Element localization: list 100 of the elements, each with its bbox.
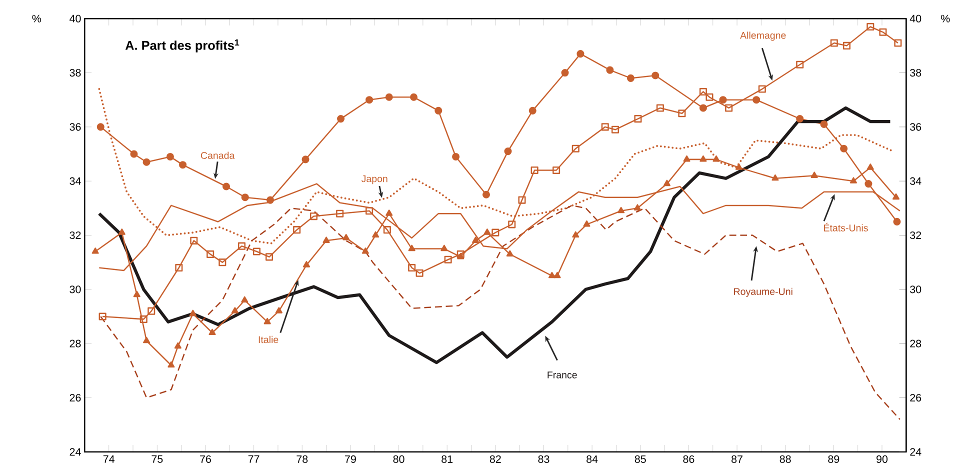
x-tick-label: 84 [586, 456, 598, 464]
point [264, 318, 271, 324]
x-tick-label: 74 [103, 456, 114, 463]
point [98, 312, 106, 320]
point [362, 248, 369, 254]
point [241, 194, 249, 202]
point [472, 236, 480, 244]
point [366, 207, 374, 215]
x-tick-label: 80 [393, 456, 404, 464]
point [293, 226, 301, 234]
point [484, 228, 491, 236]
y2-tick-label: 28 [910, 340, 922, 348]
x-tick-label: 83 [538, 456, 550, 464]
point [735, 164, 742, 170]
point [552, 166, 560, 174]
x-tick-label: 87 [732, 456, 742, 464]
line-series [98, 106, 892, 364]
point [611, 126, 620, 134]
legend-label: France [548, 372, 577, 379]
point [385, 94, 393, 102]
point [302, 156, 310, 164]
point [92, 248, 99, 254]
point [530, 166, 538, 174]
y-tick-label: 34 [70, 178, 81, 186]
y-tick-label: 32 [70, 232, 81, 240]
point [133, 291, 140, 298]
series-label: Italie [258, 336, 278, 344]
point [118, 228, 126, 236]
point [866, 164, 874, 170]
x-tick-label: 81 [442, 456, 453, 464]
x-tick-label: 89 [828, 456, 840, 464]
point [634, 204, 642, 211]
point [840, 145, 848, 153]
point [866, 23, 874, 31]
point [166, 153, 174, 161]
point [310, 212, 318, 220]
point [408, 264, 416, 272]
point [96, 123, 104, 131]
point [322, 236, 330, 244]
point [842, 42, 850, 50]
point [206, 250, 214, 258]
point [208, 329, 216, 336]
text: A. Part des profits$^{1}$ [125, 40, 240, 53]
y2-tick-label: 34 [910, 178, 922, 186]
point [190, 237, 198, 245]
point [189, 310, 196, 316]
point [618, 207, 625, 214]
y-tick-label: 40 [70, 15, 81, 23]
point [142, 158, 150, 166]
point [894, 39, 902, 47]
point [626, 74, 634, 82]
point [408, 245, 416, 252]
point [175, 264, 183, 272]
point [504, 148, 512, 156]
x-tick-label: 76 [200, 456, 211, 464]
x-tick-label: 90 [876, 456, 888, 464]
point [457, 253, 464, 260]
y2-axis-title: % [940, 15, 950, 23]
point [386, 210, 393, 216]
point [518, 196, 526, 204]
point [712, 156, 720, 162]
point [265, 253, 274, 261]
point [241, 296, 248, 303]
x-tick-label: 78 [296, 456, 308, 464]
point [275, 307, 282, 314]
point [130, 150, 138, 158]
point [706, 94, 714, 102]
point [758, 85, 766, 94]
y-tick-label: 30 [70, 286, 81, 294]
point [231, 307, 238, 314]
text: États-Unis [824, 223, 868, 232]
point [482, 191, 490, 199]
y-tick-label: 36 [70, 123, 81, 131]
y2-tick-label: 26 [910, 394, 922, 402]
point [222, 182, 230, 191]
point [700, 156, 707, 162]
point [583, 220, 590, 227]
text: Allemagne [740, 32, 786, 41]
x-tick-label: 79 [345, 456, 356, 464]
point [452, 153, 460, 161]
point [719, 96, 727, 104]
point [252, 248, 260, 256]
point [796, 61, 804, 69]
point [366, 96, 374, 104]
point [699, 88, 707, 96]
point [440, 245, 448, 252]
point [864, 180, 872, 188]
point [140, 316, 148, 324]
point [179, 161, 187, 169]
point [434, 107, 442, 115]
point [336, 210, 344, 218]
point [752, 96, 760, 104]
point [678, 110, 686, 118]
line-series [100, 205, 901, 420]
point [772, 174, 779, 181]
point [508, 220, 516, 228]
point [444, 256, 452, 264]
y2-tick-label: 40 [910, 15, 922, 23]
series-label: Japon [361, 176, 388, 184]
y2-tick-label: 24 [910, 448, 922, 456]
